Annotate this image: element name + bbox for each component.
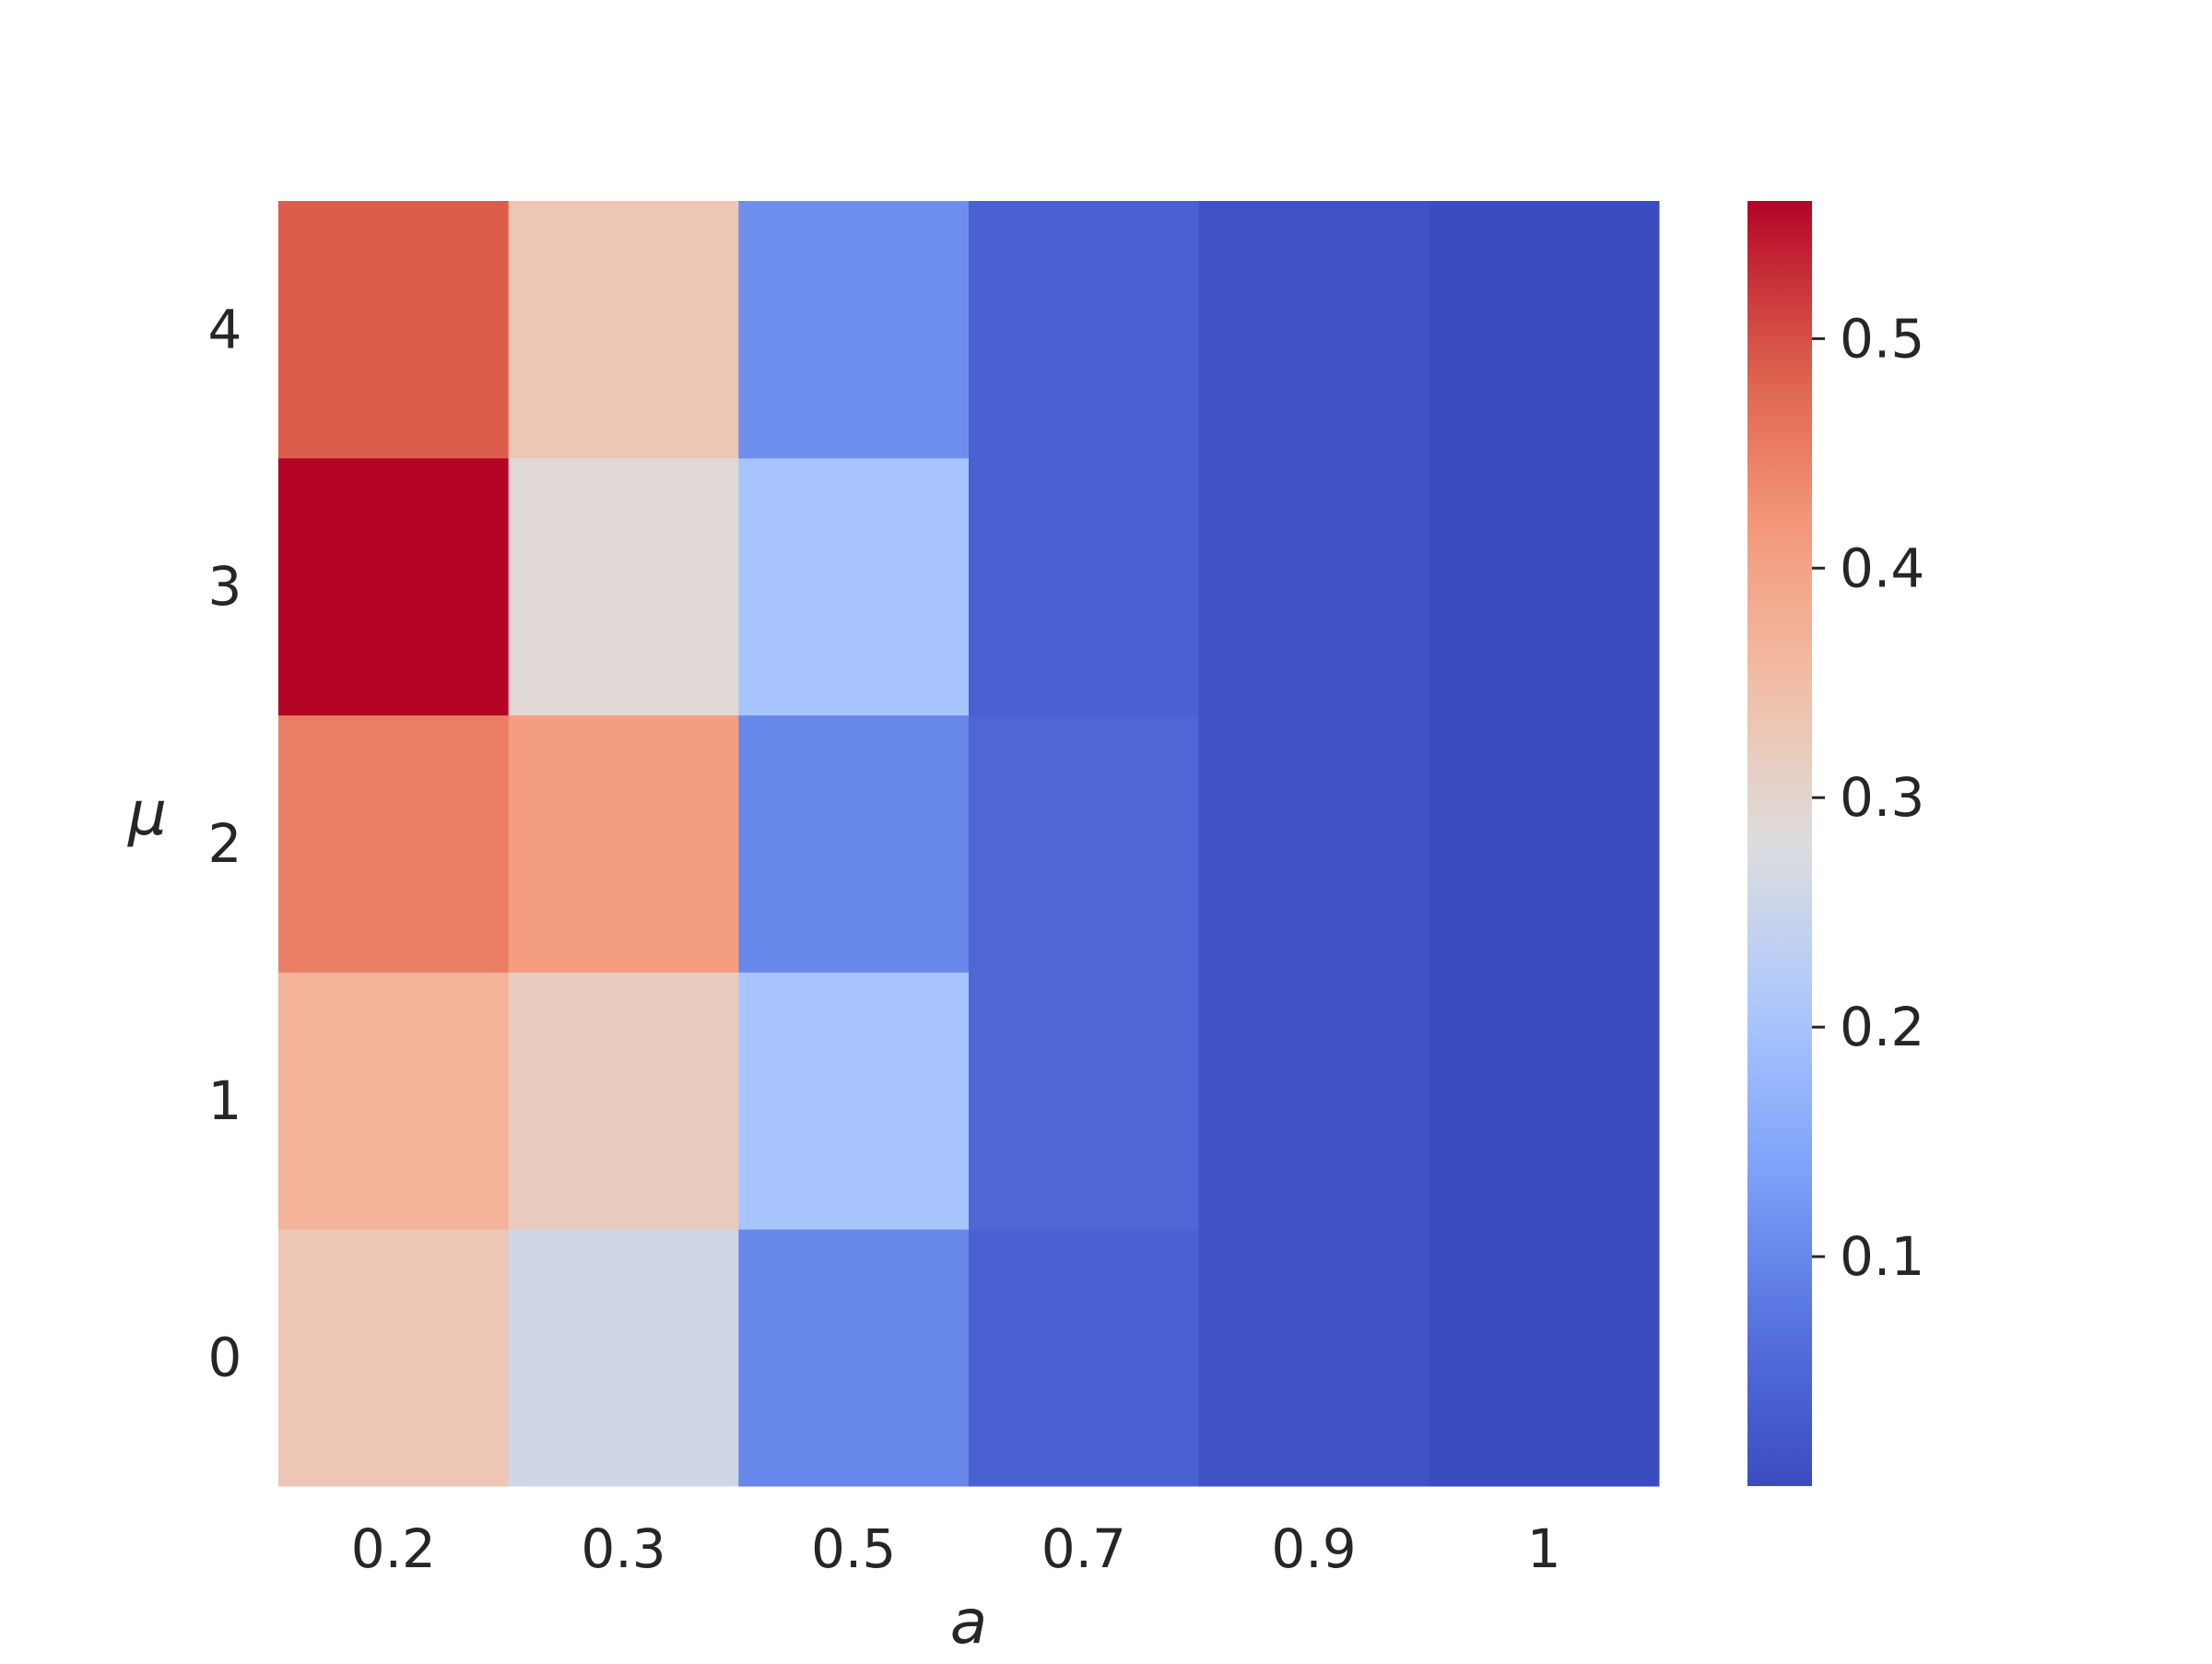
x-tick-label: 0.7 [1041, 1517, 1126, 1580]
heatmap-cell-mu3-a0.9 [1198, 457, 1430, 716]
colorbar [1747, 201, 1812, 1486]
heatmap-cell-mu1-a0.3 [508, 972, 739, 1230]
heatmap-cell-mu4-a1 [1429, 201, 1660, 459]
heatmap-cell-mu2-a0.3 [508, 714, 739, 973]
x-tick-labels: 0.2 0.3 0.5 0.7 0.9 1 [351, 1517, 1561, 1580]
heatmap-cell-mu3-a0.7 [969, 457, 1200, 716]
x-tick-label: 0.9 [1271, 1517, 1356, 1580]
heatmap-cell-mu4-a0.5 [738, 201, 970, 459]
x-tick-label: 0.2 [351, 1517, 436, 1580]
heatmap-cell-mu2-a0.5 [738, 714, 970, 973]
y-tick-label: 2 [208, 812, 242, 875]
colorbar-tick-label: 0.4 [1840, 537, 1924, 599]
colorbar-tick-label: 0.5 [1840, 307, 1924, 370]
heatmap-cell-mu0-a0.5 [738, 1229, 970, 1487]
colorbar-tick-label: 0.2 [1840, 996, 1924, 1058]
heatmap-cell-mu1-a1 [1429, 972, 1660, 1230]
heatmap-cell-mu1-a0.5 [738, 972, 970, 1230]
colorbar-tick-label: 0.3 [1840, 766, 1924, 829]
colorbar-ticks: 0.1 0.2 0.3 0.4 0.5 [1812, 307, 1924, 1288]
y-tick-label: 0 [208, 1327, 242, 1389]
heatmap-cell-mu0-a0.2 [278, 1229, 510, 1487]
heatmap-cell-mu1-a0.7 [969, 972, 1200, 1230]
heatmap-cell-mu3-a0.2 [278, 457, 510, 716]
heatmap-cell-mu4-a0.2 [278, 201, 510, 459]
heatmap-cell-mu2-a0.2 [278, 714, 510, 973]
heatmap-cell-mu0-a0.3 [508, 1229, 739, 1487]
heatmap-cell-mu4-a0.3 [508, 201, 739, 459]
heatmap-cell-mu0-a0.7 [969, 1229, 1200, 1487]
heatmap-cell-mu2-a0.7 [969, 714, 1200, 973]
heatmap-cell-mu0-a0.9 [1198, 1229, 1430, 1487]
y-axis-label: μ [127, 778, 167, 849]
y-tick-label: 4 [208, 298, 242, 360]
x-axis-label: a [950, 1587, 987, 1658]
heatmap-cells [278, 201, 1660, 1487]
heatmap-cell-mu4-a0.9 [1198, 201, 1430, 459]
heatmap-cell-mu1-a0.2 [278, 972, 510, 1230]
y-tick-label: 1 [208, 1069, 242, 1132]
heatmap-cell-mu2-a1 [1429, 714, 1660, 973]
y-tick-labels: 0 1 2 3 4 [208, 298, 242, 1388]
y-tick-label: 3 [208, 555, 242, 618]
heatmap-cell-mu3-a0.3 [508, 457, 739, 716]
colorbar-gradient [1747, 201, 1812, 1486]
heatmap-cell-mu3-a1 [1429, 457, 1660, 716]
heatmap-cell-mu1-a0.9 [1198, 972, 1430, 1230]
x-tick-label: 0.5 [811, 1517, 896, 1580]
heatmap-cell-mu0-a1 [1429, 1229, 1660, 1487]
heatmap-cell-mu2-a0.9 [1198, 714, 1430, 973]
x-tick-label: 0.3 [581, 1517, 665, 1580]
heatmap-cell-mu4-a0.7 [969, 201, 1200, 459]
heatmap-cell-mu3-a0.5 [738, 457, 970, 716]
colorbar-tick-label: 0.1 [1840, 1225, 1924, 1288]
x-tick-label: 1 [1527, 1517, 1561, 1580]
